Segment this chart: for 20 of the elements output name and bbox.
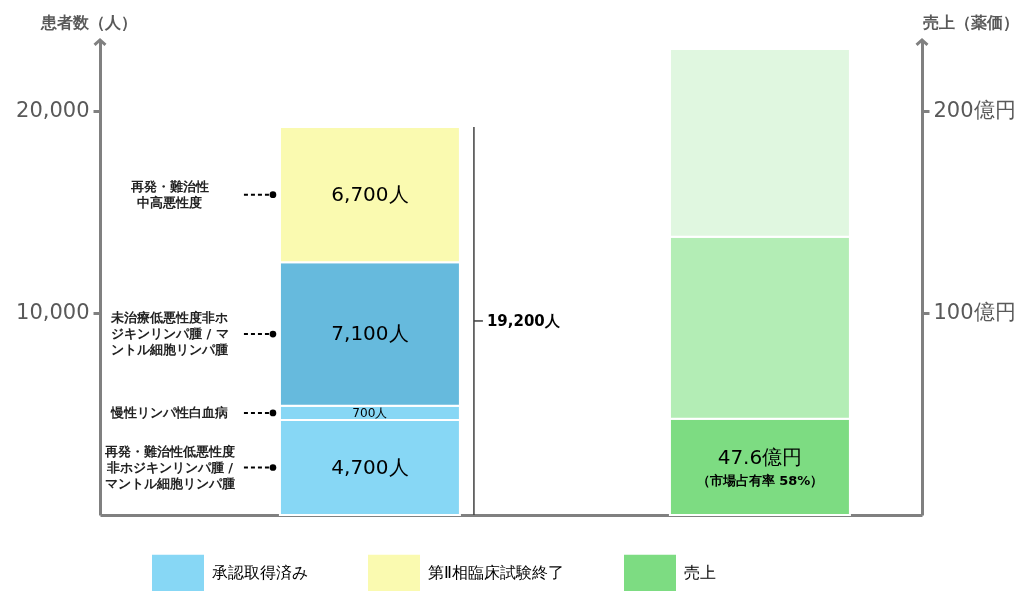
y2-tick-label: 100億円 bbox=[933, 300, 1016, 325]
data-label: 700人 bbox=[352, 405, 388, 420]
y-tick-label: 10,000 bbox=[16, 300, 90, 325]
annotation: （市場占有率 58%） bbox=[696, 472, 824, 488]
legend-label: 売上 bbox=[684, 563, 716, 583]
y2-axis-title: 売上（薬価） bbox=[922, 12, 1019, 32]
y-axis-title: 患者数（人） bbox=[39, 12, 137, 32]
legend-label: 第Ⅱ相臨床試験終了 bbox=[428, 563, 564, 583]
y2-tick-label: 200億円 bbox=[933, 98, 1016, 123]
data-label: 4,700人 bbox=[331, 454, 409, 479]
y-tick-label: 20,000 bbox=[16, 98, 90, 123]
data-label: 6,700人 bbox=[331, 181, 409, 206]
annotation: 未治療低悪性度非ホジキンリンパ腫 / マントル細胞リンパ腫 bbox=[110, 310, 229, 358]
annotation: 慢性リンパ性白血病 bbox=[110, 404, 229, 420]
annotation: 再発・難治性低悪性度非ホジキンリンパ腫 / マントル細胞リンパ腫 bbox=[103, 443, 235, 491]
annotation: 再発・難治性中高悪性度 bbox=[129, 178, 209, 210]
total-label: 19,200人 bbox=[486, 311, 561, 330]
legend-label: 承認取得済み bbox=[212, 563, 308, 583]
data-label: 7,100人 bbox=[331, 321, 409, 346]
data-label: 47.6億円 bbox=[717, 444, 803, 469]
